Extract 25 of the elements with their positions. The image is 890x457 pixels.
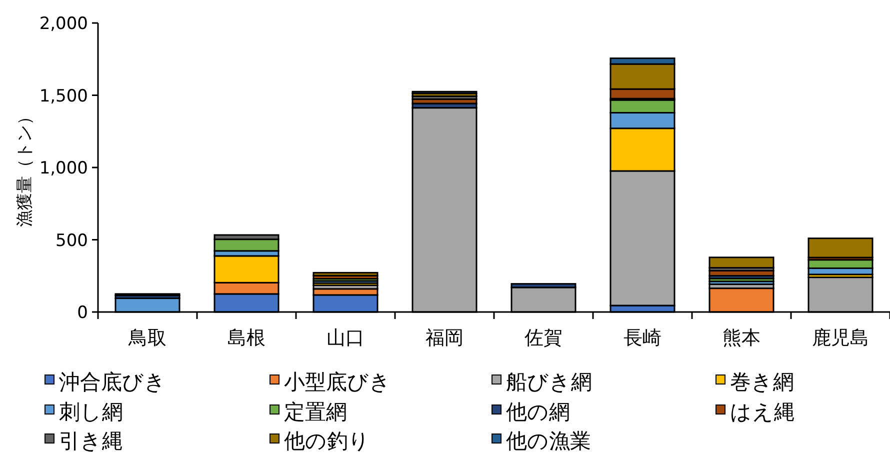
legend-label: はえ縄 — [730, 400, 795, 424]
x-tick-label: 山口 — [326, 327, 364, 349]
legend-label: 引き縄 — [59, 429, 123, 453]
x-tick-label: 福岡 — [426, 327, 464, 349]
legend-label: 船びき網 — [506, 370, 592, 394]
x-tick-label: 佐賀 — [524, 327, 562, 349]
y-tick-label: 0 — [77, 303, 88, 323]
legend-label: 他の釣り — [284, 429, 370, 453]
legend-label: 定置網 — [284, 400, 347, 424]
legend-label: 巻き網 — [730, 370, 794, 394]
y-tick-label: 1,000 — [39, 158, 88, 178]
y-tick-label: 1,500 — [39, 86, 88, 106]
x-tick-label: 島根 — [228, 327, 266, 349]
x-tick-label: 鳥取 — [128, 327, 166, 349]
y-tick-label: 500 — [56, 230, 88, 251]
y-tick-label: 2,000 — [39, 14, 88, 34]
legend-label: 他の網 — [506, 400, 570, 424]
y-axis-title: 漁獲量（トン） — [15, 108, 35, 227]
x-tick-label: 熊本 — [722, 327, 760, 349]
legend-label: 刺し網 — [59, 400, 123, 424]
legend-label: 沖合底びき — [59, 370, 166, 394]
legend-label: 他の漁業 — [506, 429, 591, 453]
legend-label: 小型底びき — [284, 370, 391, 394]
x-tick-label: 鹿児島 — [812, 327, 869, 349]
x-tick-label: 長崎 — [624, 327, 662, 349]
